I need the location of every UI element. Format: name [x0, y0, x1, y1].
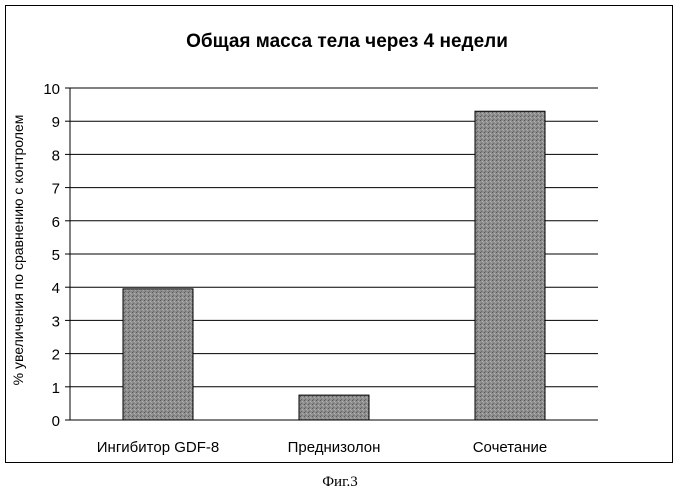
y-tick-label: 8	[52, 147, 60, 164]
bar-1	[123, 289, 193, 420]
y-tick-label: 7	[52, 181, 60, 198]
y-tick-label: 10	[43, 81, 60, 98]
x-category-label: Ингибитор GDF-8	[97, 439, 219, 456]
bars	[123, 111, 545, 420]
y-tick-label: 3	[52, 313, 60, 330]
figure-caption: Фиг.3	[0, 474, 680, 491]
y-tick-label: 0	[52, 413, 60, 430]
y-tick-label: 6	[52, 214, 60, 231]
y-tick-label: 5	[52, 247, 60, 264]
y-tick-label: 9	[52, 114, 60, 131]
bar-chart: 0 1 2 3 4 5 6 7 8 9 10 Ингибитор GDF-8 Преднизолон Со…	[0, 0, 680, 470]
bar-3	[475, 111, 545, 420]
x-category-label: Преднизолон	[288, 439, 381, 456]
y-axis-label: % увеличения по сравнению с контролем	[10, 115, 26, 386]
y-tick-label: 4	[52, 280, 60, 297]
y-tick-label: 2	[52, 347, 60, 364]
bar-2	[299, 395, 369, 420]
x-category-label: Сочетание	[473, 439, 548, 456]
y-tick-label: 1	[52, 380, 60, 397]
chart-title: Общая масса тела через 4 недели	[186, 31, 508, 52]
